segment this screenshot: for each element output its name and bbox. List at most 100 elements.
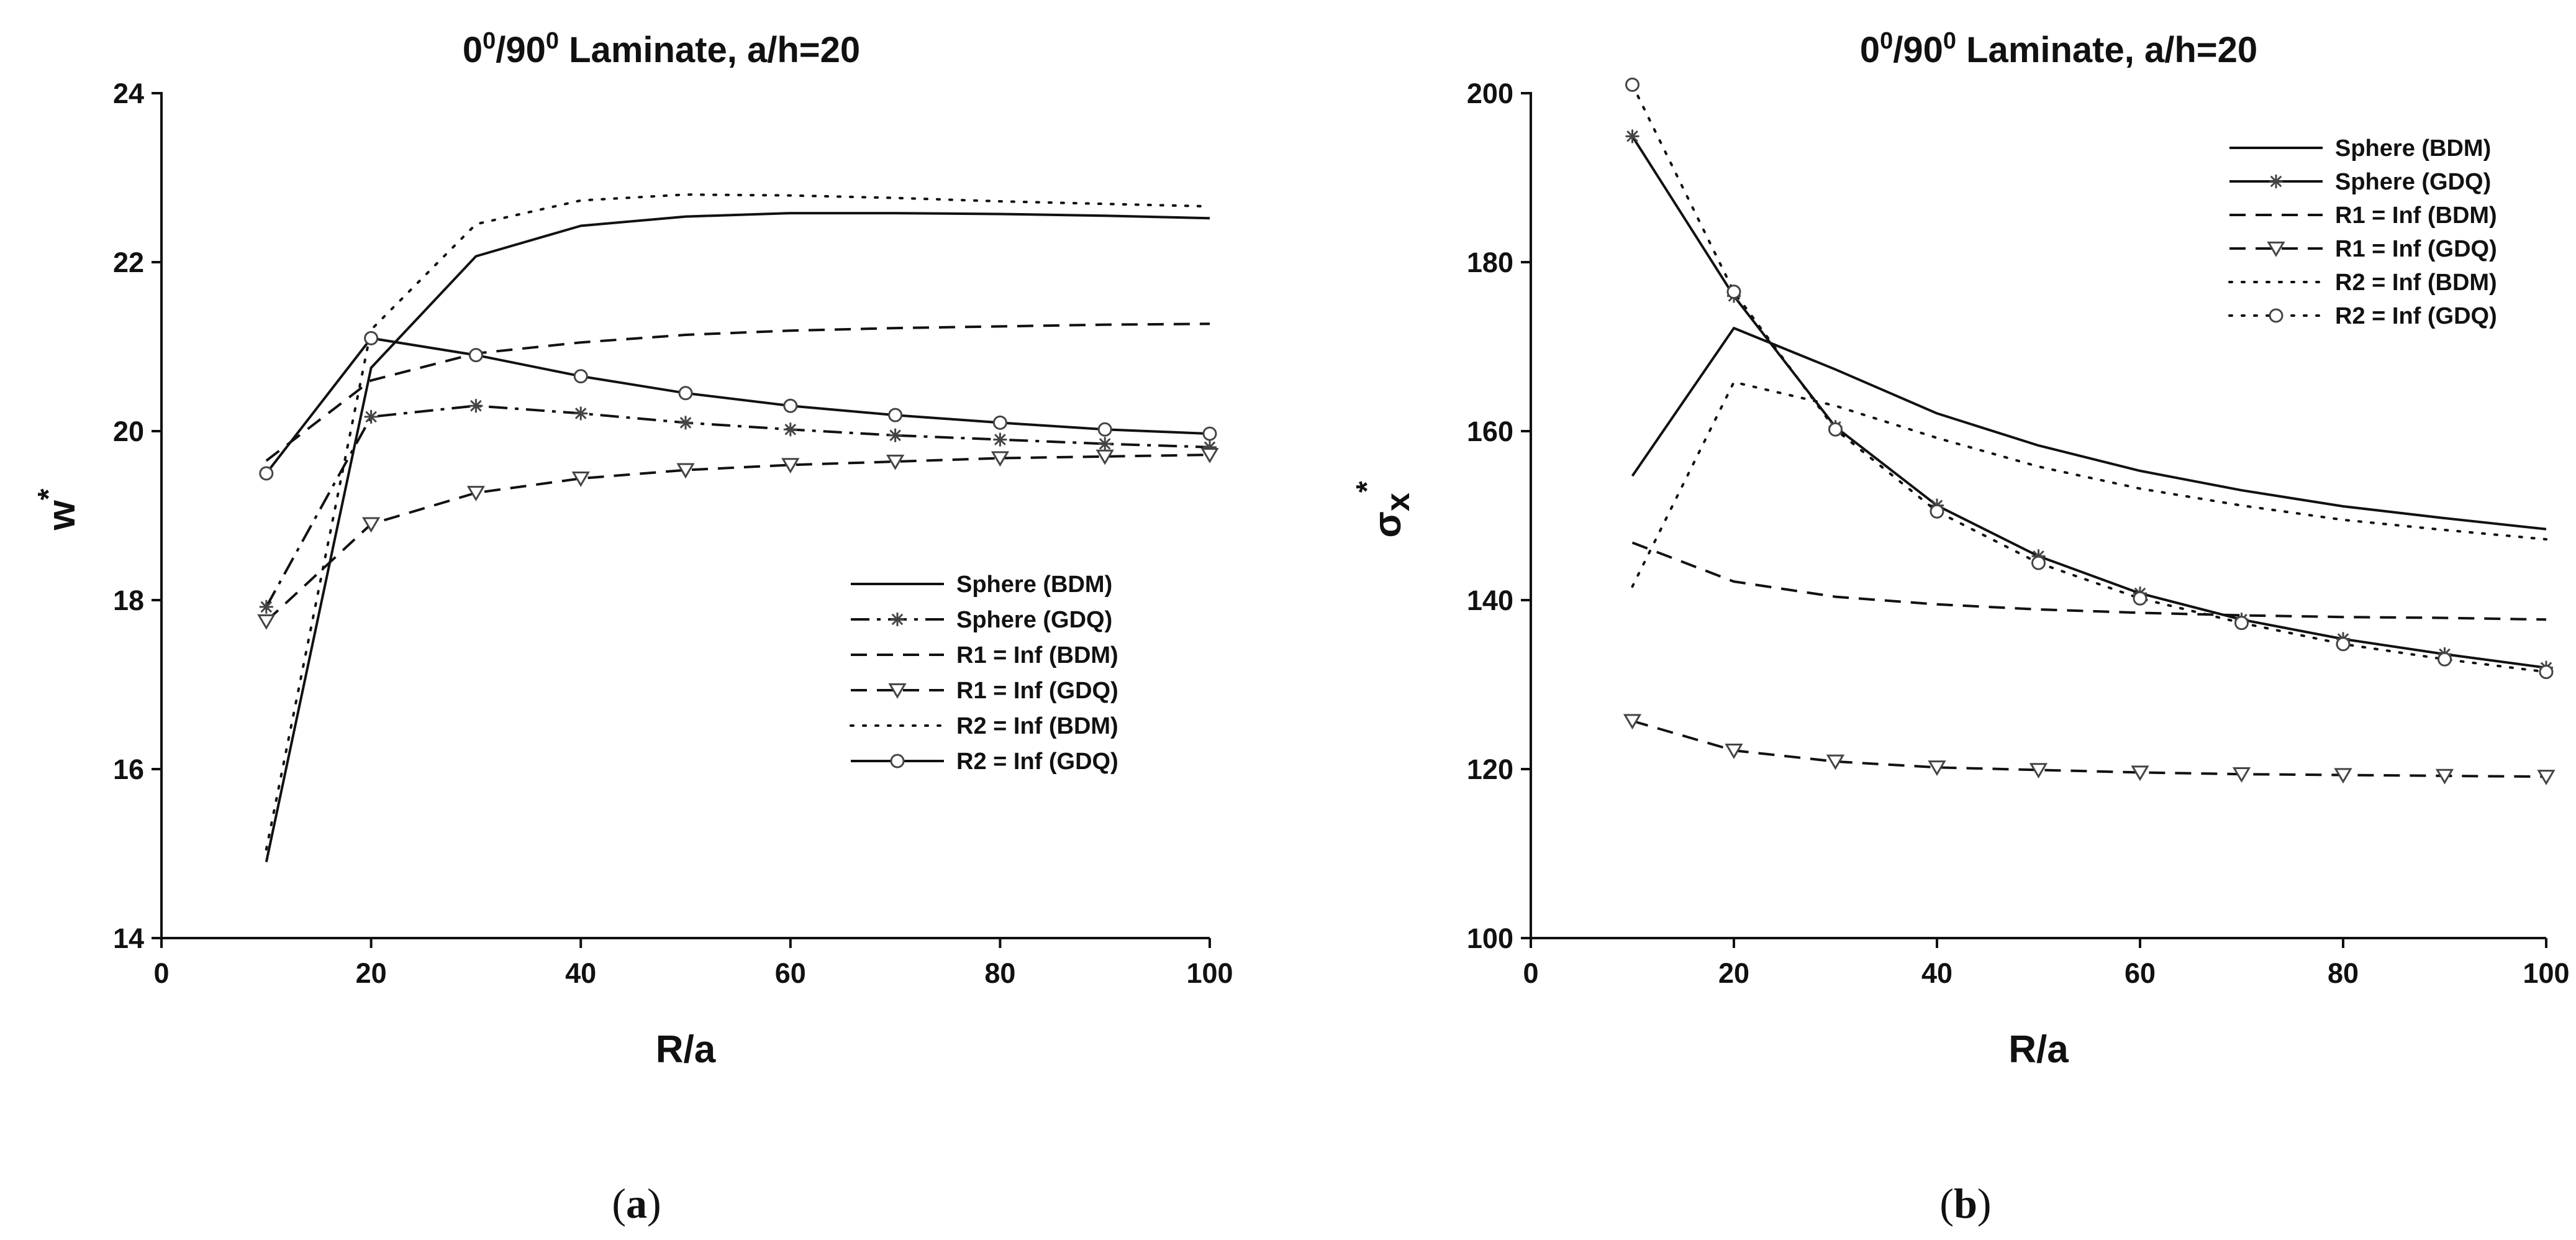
chart-a-title: 00/900 Laminate, a/h=20: [463, 28, 860, 70]
chart-a-point-r1-inf-gdq: [676, 463, 695, 479]
chart-a-point-r1-inf-gdq: [781, 458, 800, 474]
chart-b-point-r2-inf-gdq: [1828, 422, 1843, 437]
chart-b-y-tick-label: 180: [1467, 247, 1513, 278]
chart-b-point-r2-inf-gdq: [2133, 591, 2147, 606]
chart-b-point-r2-inf-gdq: [2336, 637, 2351, 652]
chart-a-point-r2-inf-gdq: [1097, 422, 1112, 437]
chart-a-point-r2-inf-gdq: [992, 415, 1007, 430]
chart-a-series-line-sphere-gdq: [265, 404, 1210, 608]
chart-a-series-line-r2-inf-bdm: [265, 193, 1211, 851]
chart-a-y-tick-label: 22: [113, 247, 144, 278]
chart-b-point-r2-inf-gdq: [2438, 652, 2452, 667]
chart-a-legend-marker-r1-inf-gdq: [888, 683, 907, 699]
chart-b-legend-label-sphere-bdm: Sphere (BDM): [2335, 135, 2491, 162]
chart-b-point-r2-inf-gdq: [1625, 77, 1639, 92]
chart-a-y-tick-label: 24: [113, 78, 144, 109]
chart-a-point-r1-inf-gdq: [1095, 449, 1114, 465]
chart-b-legend-label-sphere-gdq: Sphere (GDQ): [2335, 169, 2491, 195]
chart-a-x-label: R/a: [656, 1028, 716, 1071]
chart-panel-b: 00/900 Laminate, a/h=20 0 20 40 60 80 100 100 12…: [1351, 28, 2570, 1071]
chart-b-point-r2-inf-gdq: [1726, 285, 1741, 299]
chart-b-x-tick-label: 80: [2328, 957, 2359, 989]
chart-b-series-line-r1-inf-gdq: [1631, 719, 2547, 778]
chart-b-point-r2-inf-gdq: [2539, 665, 2554, 680]
chart-b-point-r2-inf-gdq: [2234, 616, 2249, 631]
caption-b: (b): [1939, 1180, 1991, 1227]
chart-a-legend-label-r2-inf-gdq: R2 = Inf (GDQ): [956, 749, 1118, 775]
chart-b-series-line-r1-inf-bdm: [1631, 541, 2547, 621]
chart-a-legend-label-r1-inf-gdq: R1 = Inf (GDQ): [956, 678, 1118, 704]
chart-a-point-r1-inf-gdq: [991, 451, 1010, 467]
chart-a-point-sphere-gdq: [1203, 440, 1217, 454]
chart-a-legend-marker-r2-inf-gdq: [890, 754, 905, 768]
chart-a-legend: Sphere (BDM) Sphere (GDQ) R1 = Inf (BDM) R1…: [850, 572, 1118, 775]
chart-a-point-sphere-gdq: [993, 432, 1007, 447]
chart-b-x-tick-label: 100: [2523, 957, 2569, 989]
chart-b-y-tick-label: 200: [1467, 78, 1513, 109]
chart-b-point-r1-inf-gdq: [1826, 754, 1845, 770]
chart-b-series-line-sphere-gdq: [1631, 135, 2547, 669]
chart-b-point-r1-inf-gdq: [2334, 768, 2352, 784]
chart-a-point-r2-inf-gdq: [364, 331, 379, 345]
chart-b-legend-marker-r1-inf-gdq: [2267, 241, 2285, 257]
chart-a-point-sphere-gdq: [259, 599, 273, 614]
chart-b-y-label: σx*: [1351, 481, 1417, 537]
chart-b-y-tick-label: 140: [1467, 585, 1513, 616]
chart-a-y-tick-label: 16: [113, 754, 144, 785]
chart-a-point-r2-inf-gdq: [1202, 426, 1217, 441]
chart-a-point-r2-inf-gdq: [678, 386, 693, 401]
chart-b-point-r1-inf-gdq: [2537, 770, 2556, 785]
chart-b-legend: Sphere (BDM) Sphere (GDQ) R1 = Inf (BDM) R1…: [2228, 135, 2497, 329]
chart-a-series-line-sphere-bdm: [265, 212, 1210, 863]
chart-a-legend-label-r2-inf-bdm: R2 = Inf (BDM): [956, 713, 1118, 739]
chart-a-x-tick-label: 80: [984, 957, 1015, 989]
chart-b-point-r2-inf-gdq: [1930, 504, 1944, 519]
chart-a-point-sphere-gdq: [574, 406, 588, 421]
chart-b-series-line-sphere-bdm: [1631, 327, 2547, 531]
chart-b-legend-marker-sphere-gdq: [2269, 175, 2283, 188]
chart-a-point-r1-inf-gdq: [886, 454, 905, 470]
chart-a-point-sphere-gdq: [888, 428, 902, 442]
chart-panel-a: 00/900 Laminate, a/h=20 0 20 40 60 80 100 14 16 1…: [32, 28, 1233, 1071]
chart-a-point-r1-inf-gdq: [1200, 447, 1219, 463]
chart-a-point-sphere-gdq: [679, 416, 692, 430]
chart-b-point-r1-inf-gdq: [2232, 767, 2251, 783]
chart-b-y-tick-label: 160: [1467, 416, 1513, 447]
chart-a-y-tick-label: 20: [113, 416, 144, 447]
chart-b-point-sphere-gdq: [1625, 129, 1639, 144]
chart-a-point-r2-inf-gdq: [468, 348, 483, 363]
chart-a-series-line-r1-inf-gdq: [265, 454, 1210, 622]
chart-a-x-tick-label: 100: [1186, 957, 1233, 989]
chart-a-y-tick-label: 14: [113, 923, 144, 954]
chart-b-x-tick-label: 20: [1718, 957, 1749, 989]
chart-b-point-r2-inf-gdq: [2031, 555, 2046, 570]
chart-b-y-tick-label: 120: [1467, 754, 1513, 785]
chart-b-x-tick-label: 0: [1523, 957, 1538, 989]
chart-b-point-r1-inf-gdq: [2029, 763, 2048, 779]
chart-a-point-r2-inf-gdq: [888, 408, 903, 422]
chart-a-x-tick-label: 40: [565, 957, 596, 989]
chart-b-y-tick-label: 100: [1467, 923, 1513, 954]
chart-a-point-r2-inf-gdq: [573, 369, 588, 384]
chart-a-point-r1-inf-gdq: [571, 472, 590, 487]
chart-b-x-tick-label: 60: [2125, 957, 2156, 989]
chart-a-point-sphere-gdq: [469, 399, 483, 413]
chart-a-x-tick-label: 60: [775, 957, 806, 989]
chart-b-legend-label-r2-inf-gdq: R2 = Inf (GDQ): [2335, 303, 2497, 329]
chart-a-x-tick-label: 20: [356, 957, 387, 989]
chart-a-series-line-r1-inf-bdm: [265, 322, 1210, 462]
chart-a-series-line-r2-inf-gdq: [265, 337, 1210, 475]
chart-b-x-tick-label: 40: [1921, 957, 1952, 989]
chart-a-point-sphere-gdq: [1098, 437, 1112, 451]
chart-b-x-label: R/a: [2008, 1028, 2069, 1071]
chart-b-point-r1-inf-gdq: [2131, 765, 2149, 782]
chart-b-point-r1-inf-gdq: [1928, 760, 1946, 777]
chart-a-legend-label-sphere-gdq: Sphere (GDQ): [956, 607, 1112, 633]
chart-a-point-sphere-gdq: [783, 422, 797, 437]
chart-a-point-r1-inf-gdq: [361, 517, 381, 533]
chart-a-legend-label-sphere-bdm: Sphere (BDM): [956, 572, 1112, 598]
chart-a-y-label: w*: [32, 488, 83, 531]
chart-a-point-r2-inf-gdq: [783, 398, 798, 413]
chart-a-point-sphere-gdq: [364, 409, 378, 424]
